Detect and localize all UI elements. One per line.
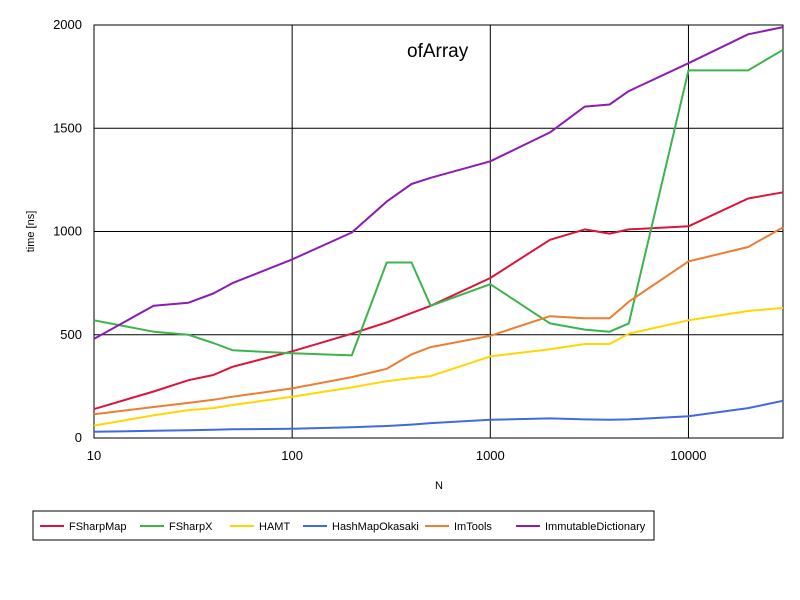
legend-box	[32, 510, 655, 541]
y-tick-label: 1500	[53, 120, 82, 135]
series-line-fsharpmap	[93, 191, 784, 411]
series-line-immutabledictionary	[93, 26, 784, 340]
x-tick-label: 10000	[670, 448, 706, 463]
series-lines	[93, 26, 784, 433]
grid-lines	[93, 24, 783, 439]
legend-label: FSharpX	[169, 521, 213, 533]
y-axis: 0 500 1000 1500 2000	[53, 17, 82, 445]
x-tick-label: 100	[281, 448, 303, 463]
x-tick-label: 1000	[476, 448, 505, 463]
legend-label: ImTools	[454, 521, 492, 533]
legend-label: HashMapOkasaki	[332, 521, 419, 533]
series-line-hamt	[93, 306, 784, 427]
plot-area	[93, 24, 784, 439]
x-tick-label: 10	[87, 448, 101, 463]
legend-label: HAMT	[259, 521, 290, 533]
x-axis-title: N	[435, 480, 443, 492]
series-line-fsharpx	[93, 48, 784, 357]
y-tick-label: 500	[60, 327, 82, 342]
y-tick-label: 1000	[53, 224, 82, 239]
chart-title: ofArray	[407, 41, 469, 62]
legend-label: FSharpMap	[69, 521, 126, 533]
series-line-imtools	[93, 226, 784, 416]
y-tick-label: 2000	[53, 17, 82, 32]
series-line-hashmapokasaki	[93, 399, 784, 433]
legend: FSharpMap FSharpX HAMT HashMapOkasaki ImTool…	[32, 510, 655, 541]
x-axis: 10 100 1000 10000	[87, 448, 707, 463]
legend-label: ImmutableDictionary	[545, 521, 646, 533]
y-axis-title: time [ns]	[25, 211, 37, 253]
y-tick-label: 0	[75, 430, 82, 445]
